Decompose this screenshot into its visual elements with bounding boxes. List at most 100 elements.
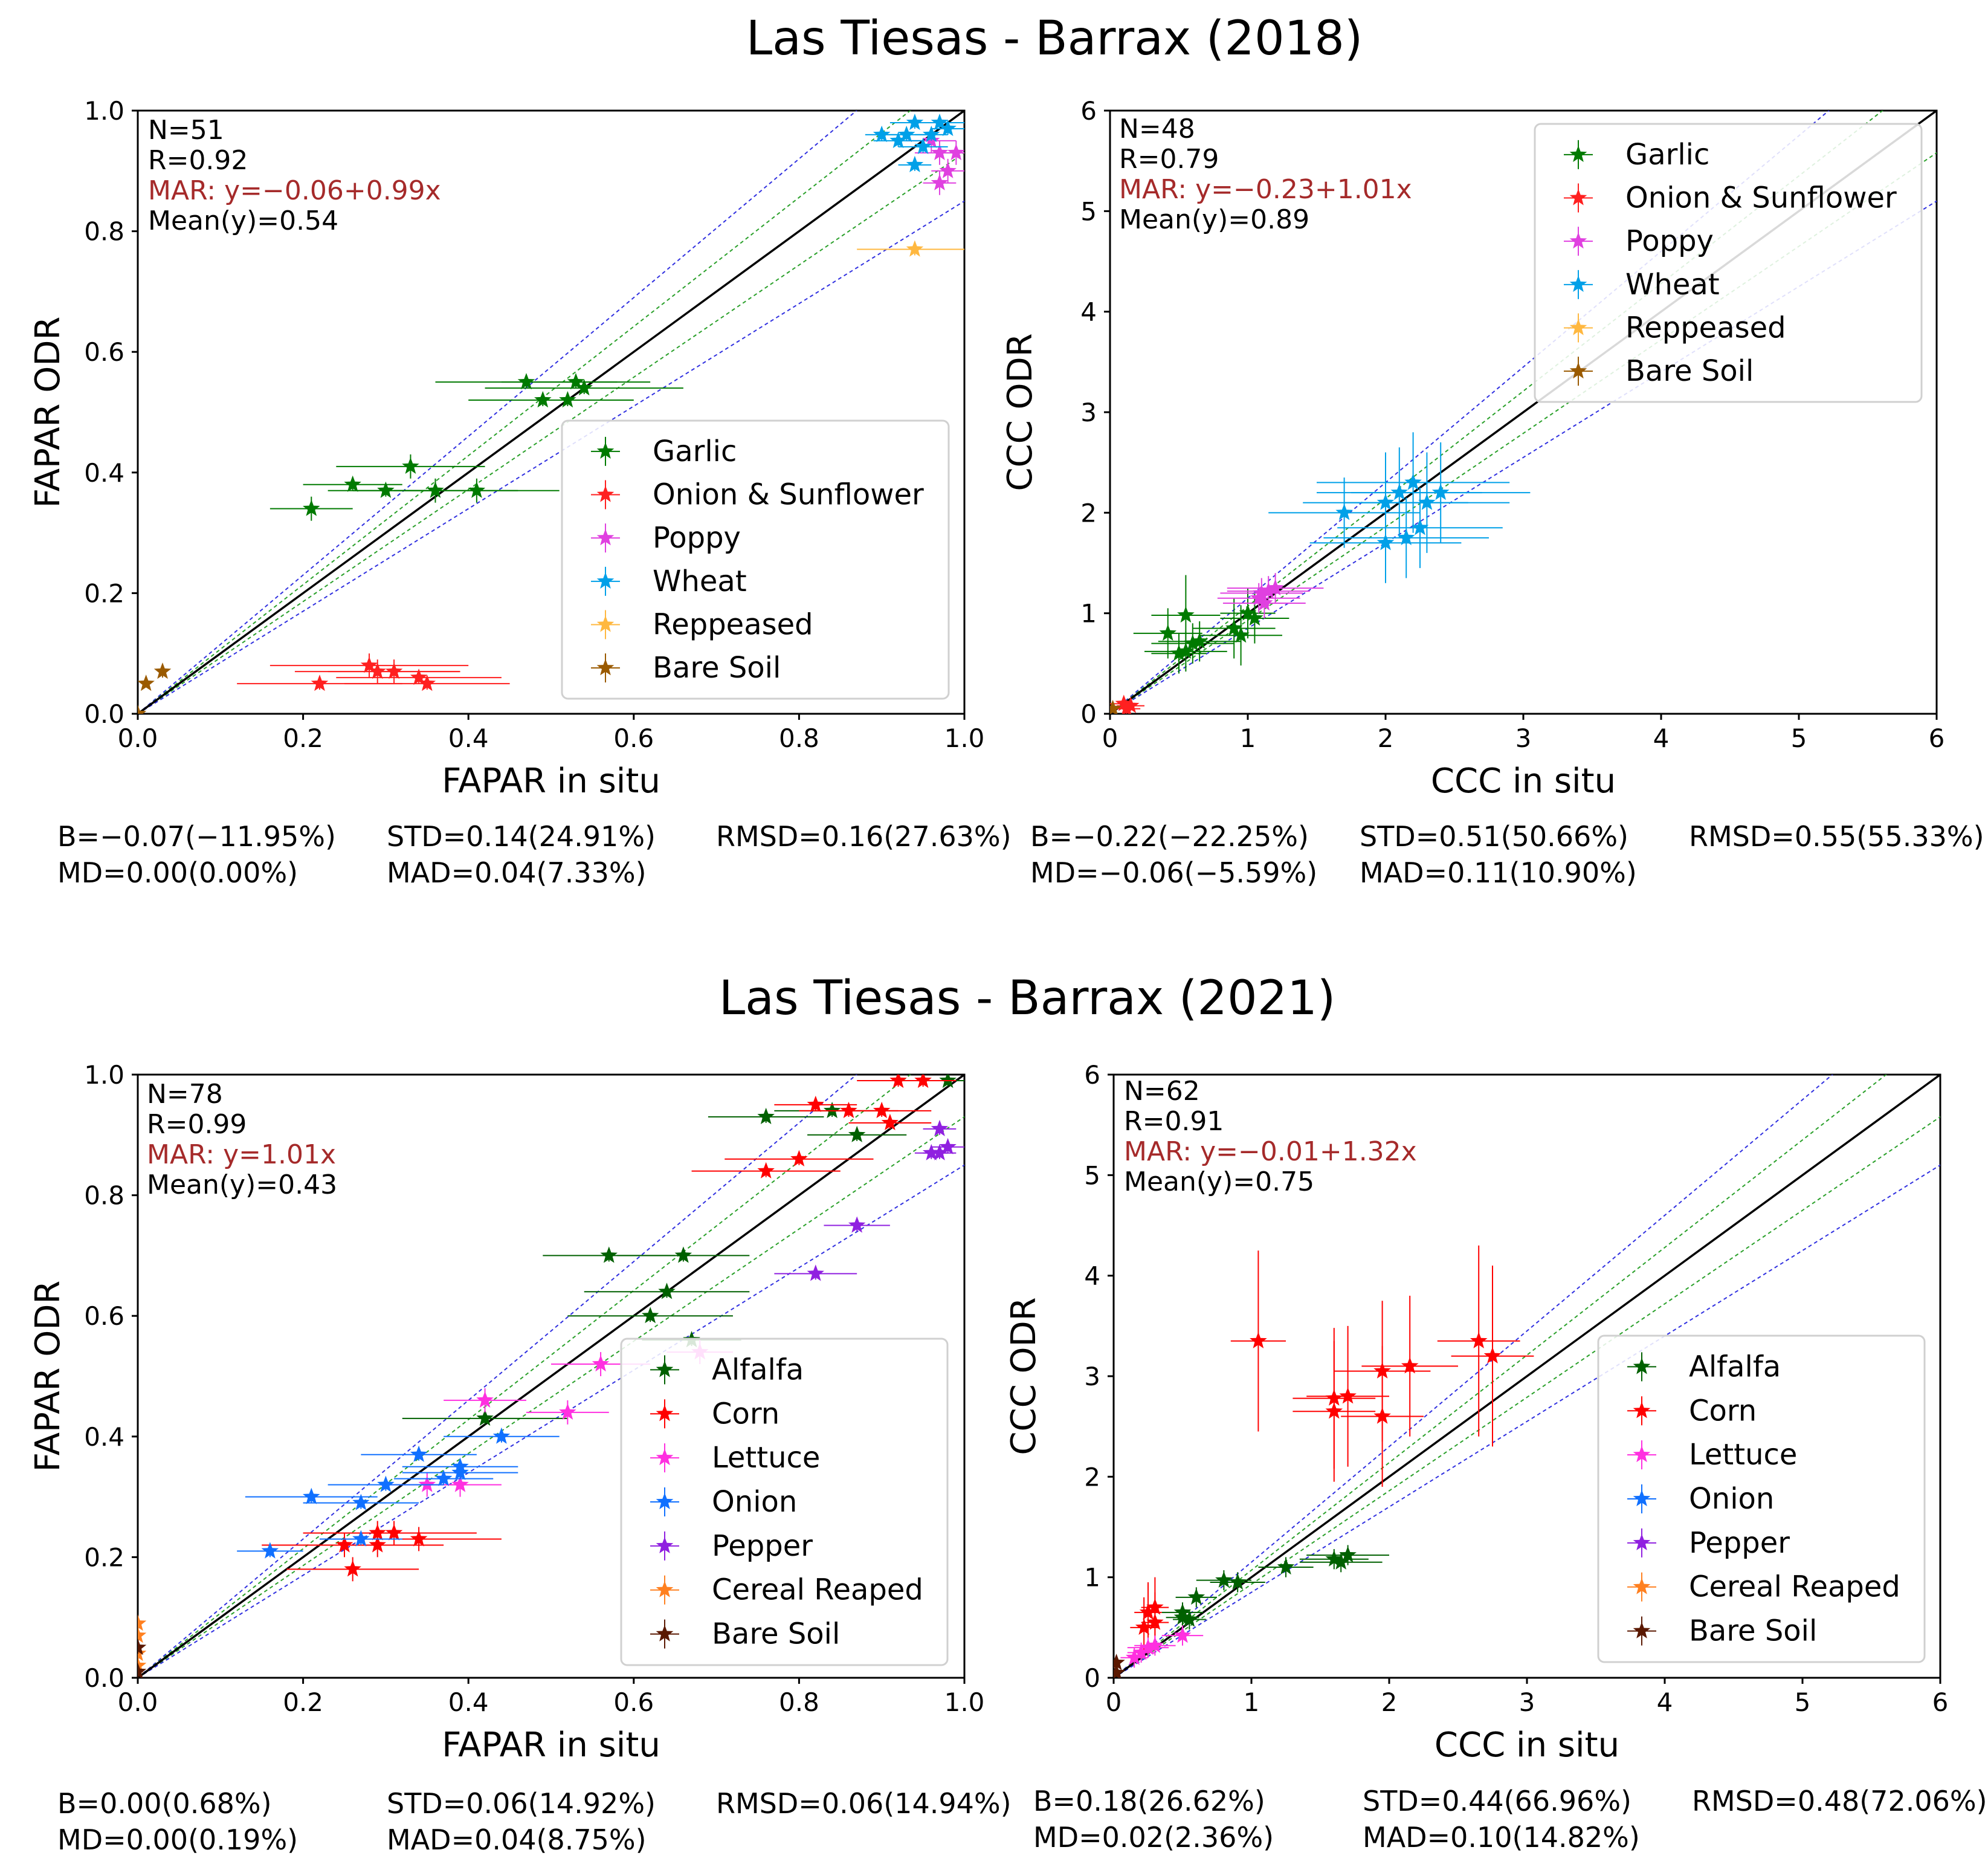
- data-point-alfalfa: [1339, 1546, 1357, 1563]
- legend-label-onion: Onion: [1689, 1482, 1774, 1516]
- lower-blue-band: [1110, 200, 1937, 714]
- plot-area: [138, 1075, 964, 1678]
- footer-rmsd: RMSD=0.16(27.63%): [716, 820, 1012, 853]
- y-tick-label: 5: [1084, 1160, 1100, 1190]
- y-tick-label: 1.0: [84, 1060, 124, 1090]
- legend-label-onion-and-sunflower: Onion & Sunflower: [1625, 181, 1897, 215]
- legend-marker-alfalfa: [656, 1360, 674, 1377]
- legend-marker-corn: [1633, 1402, 1651, 1418]
- data-point-poppy: [931, 173, 949, 190]
- legend-label-poppy: Poppy: [653, 521, 741, 555]
- data-point-garlic: [1239, 604, 1257, 621]
- data-point-wheat: [939, 119, 957, 137]
- footer-std: STD=0.51(50.66%): [1360, 820, 1628, 853]
- data-point-corn: [807, 1095, 824, 1112]
- data-point-wheat: [1431, 484, 1450, 500]
- data-point-onion-and-sunflower: [360, 656, 378, 673]
- data-point-onion: [434, 1469, 453, 1486]
- x-tick-label: 0: [1102, 723, 1118, 753]
- y-tick-label: 3: [1084, 1362, 1100, 1391]
- stat-r: R=0.91: [1124, 1106, 1224, 1137]
- data-point-garlic: [377, 481, 395, 498]
- legend-label-garlic: Garlic: [1625, 138, 1709, 172]
- data-point-wheat: [931, 114, 949, 131]
- legend-marker-pepper: [656, 1536, 674, 1553]
- data-point-poppy: [947, 143, 964, 160]
- data-point-lettuce: [1173, 1626, 1192, 1643]
- x-tick-label: 0.0: [118, 1687, 158, 1717]
- data-point-corn: [1401, 1357, 1419, 1374]
- data-point-poppy: [1267, 579, 1284, 596]
- legend-marker-lettuce: [1633, 1446, 1651, 1463]
- x-tick-label: 1.0: [944, 1687, 985, 1717]
- x-tick-label: 1: [1240, 723, 1256, 753]
- legend-label-onion: Onion: [712, 1485, 797, 1519]
- legend-label-onion-and-sunflower: Onion & Sunflower: [653, 478, 924, 512]
- x-tick-label: 0.8: [779, 723, 819, 753]
- legend-marker-reppeased: [596, 615, 615, 632]
- stat-mar: MAR: y=1.01x: [147, 1139, 336, 1170]
- data-point-lettuce: [559, 1403, 576, 1420]
- data-point-wheat: [1335, 503, 1353, 520]
- data-point-wheat: [1418, 493, 1436, 510]
- y-tick-label: 0: [1080, 699, 1097, 729]
- legend-label-cereal-reaped: Cereal Reaped: [1689, 1570, 1900, 1604]
- data-point-bare-soil: [1114, 1663, 1125, 1678]
- footer-rmsd: RMSD=0.48(72.06%): [1692, 1785, 1987, 1817]
- stat-r: R=0.79: [1119, 144, 1219, 175]
- lower-blue-band: [138, 200, 964, 714]
- data-point-alfalfa: [1277, 1558, 1295, 1575]
- legend: Garlic Onion & Sunflower Poppy Wheat Reppeas…: [561, 419, 950, 700]
- footer-md: MD=0.02(2.36%): [1033, 1821, 1274, 1854]
- x-tick-label: 0.4: [448, 723, 489, 753]
- fapar-2018-plot: 0.00.0 0.2 0.2 0.4 0.4 0.6 0.6 0.8 0.8 1.0 1.0 FAPA…: [28, 96, 1012, 889]
- stat-r: R=0.99: [147, 1109, 247, 1140]
- x-tick-label: 2: [1381, 1687, 1398, 1717]
- data-point-pepper: [939, 1137, 957, 1154]
- stat-mar: MAR: y=−0.23+1.01x: [1119, 174, 1412, 205]
- data-point-alfalfa: [1173, 1608, 1192, 1625]
- data-point-wheat: [1376, 493, 1395, 510]
- stat-n: N=62: [1124, 1076, 1200, 1107]
- legend-marker-onion: [656, 1493, 674, 1510]
- legend-label-corn: Corn: [1689, 1394, 1757, 1428]
- data-point-corn: [840, 1101, 857, 1118]
- data-point-wheat: [1390, 484, 1409, 500]
- data-point-wheat: [914, 137, 932, 154]
- data-point-corn: [1325, 1402, 1343, 1419]
- footer-std: STD=0.14(24.91%): [387, 820, 656, 853]
- data-point-wheat: [873, 125, 891, 143]
- y-tick-label: 3: [1080, 398, 1097, 427]
- data-point-reppeased: [906, 240, 924, 257]
- data-point-corn: [1146, 1613, 1164, 1630]
- legend: Alfalfa Corn Lettuce Onion Pepper Cereal Reap…: [1597, 1334, 1926, 1663]
- stat-n: N=51: [148, 115, 224, 146]
- data-point-alfalfa: [1215, 1571, 1233, 1588]
- legend-label-reppeased: Reppeased: [1625, 311, 1786, 345]
- data-point-lettuce: [476, 1391, 494, 1408]
- x-tick-label: 0.6: [613, 723, 654, 753]
- data-point-bare-soil: [1110, 699, 1121, 714]
- data-point-garlic: [1246, 609, 1263, 626]
- x-tick-label: 0.4: [448, 1687, 489, 1717]
- data-point-bare-soil: [153, 662, 172, 679]
- data-point-corn: [1483, 1347, 1502, 1364]
- data-point-wheat: [898, 125, 915, 143]
- x-axis-label: FAPAR in situ: [442, 1726, 660, 1765]
- data-point-poppy: [1259, 582, 1277, 599]
- legend-label-lettuce: Lettuce: [712, 1441, 820, 1475]
- legend-label-alfalfa: Alfalfa: [712, 1353, 804, 1386]
- x-tick-label: 1: [1244, 1687, 1260, 1717]
- y-tick-label: 0.4: [84, 1422, 124, 1452]
- data-point-onion: [352, 1530, 370, 1547]
- y-axis-label: FAPAR ODR: [28, 1281, 68, 1472]
- data-point-garlic: [1225, 619, 1243, 636]
- data-point-onion-and-sunflower: [1121, 696, 1140, 713]
- data-point-pepper: [923, 1144, 940, 1160]
- figure-title-2021: Las Tiesas - Barrax (2021): [719, 971, 1336, 1026]
- legend-marker-cereal-reaped: [656, 1580, 674, 1597]
- stat-mean: Mean(y)=0.54: [148, 205, 338, 236]
- data-point-bare-soil: [138, 674, 155, 691]
- data-point-garlic: [559, 391, 576, 408]
- data-point-alfalfa: [757, 1107, 775, 1124]
